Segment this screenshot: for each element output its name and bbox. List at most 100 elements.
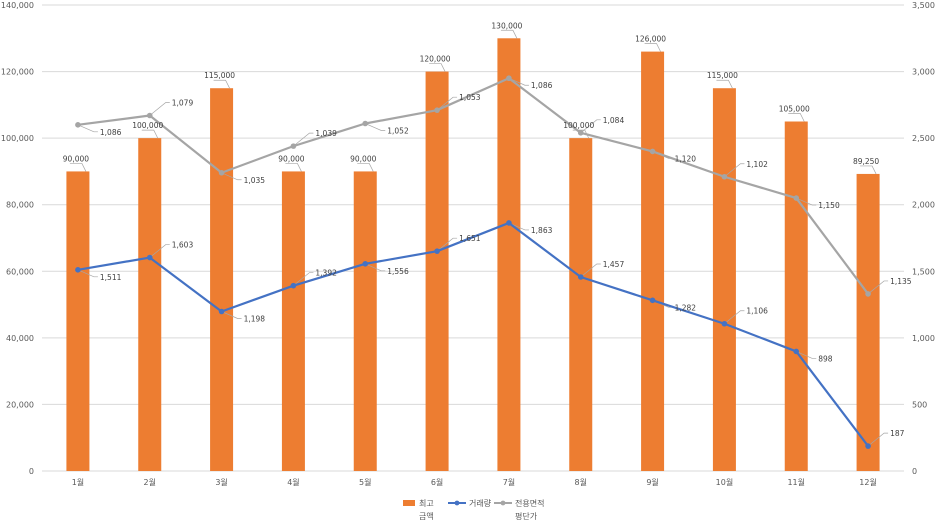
line-data-label: 1,084 <box>603 116 625 125</box>
bar <box>66 171 90 471</box>
line-data-label: 1,556 <box>387 267 409 276</box>
bar <box>784 121 808 471</box>
line-label-leader <box>508 222 529 231</box>
x-axis-tick-label: 8월 <box>575 477 587 487</box>
bar-data-label: 89,250 <box>853 157 879 166</box>
gridlines <box>42 4 904 472</box>
line-data-label: 1,039 <box>315 129 337 138</box>
bar-data-label: 126,000 <box>635 35 666 44</box>
line-point <box>75 267 81 273</box>
line-label-leader <box>796 351 817 359</box>
bar-label-leader <box>141 129 159 139</box>
bar <box>210 88 234 471</box>
line-data-label: 1,392 <box>315 269 337 278</box>
line-point <box>290 143 297 149</box>
line-point <box>865 443 871 449</box>
line-point <box>218 308 225 315</box>
bar <box>569 138 593 471</box>
line-point <box>793 348 800 355</box>
x-axis-tick-label: 1월 <box>72 477 84 487</box>
left-axis-tick-label: 60,000 <box>6 267 34 276</box>
line-data-label: 1,135 <box>890 277 912 286</box>
right-axis-tick-label: 0 <box>912 467 917 476</box>
line-point <box>577 130 584 136</box>
legend-marker <box>500 500 506 506</box>
x-axis-tick-label: 11월 <box>787 477 805 487</box>
line-label-leader <box>149 102 170 116</box>
legend-label-line2: 금액 <box>419 511 434 521</box>
line-data-label: 898 <box>818 354 833 363</box>
x-axis-tick-label: 5월 <box>359 477 371 487</box>
left-axis-tick-label: 100,000 <box>1 134 34 143</box>
line-point <box>362 261 369 267</box>
line-data-label: 1,863 <box>531 226 553 235</box>
legend-label: 전용면적 <box>515 498 544 508</box>
bar-label-leader <box>860 165 877 175</box>
bar-label-leader <box>429 63 446 72</box>
x-axis-tick-label: 3월 <box>215 477 227 487</box>
line-data-label: 1,052 <box>387 126 409 135</box>
bar-data-label: 115,000 <box>707 71 738 80</box>
line-data-label: 1,079 <box>172 99 194 108</box>
left-axis-tick-label: 120,000 <box>1 68 34 77</box>
bar <box>641 51 665 471</box>
line-point <box>865 291 871 297</box>
bar-data-label: 120,000 <box>420 55 451 64</box>
line-data-label: 1,457 <box>603 260 625 269</box>
line-label-leader <box>365 123 386 131</box>
line-data-label: 1,102 <box>746 160 768 169</box>
bar-data-label: 115,000 <box>204 71 235 80</box>
line-label-leader <box>796 197 817 206</box>
bar <box>281 171 305 471</box>
line-point <box>506 75 512 82</box>
legend-swatch <box>403 500 415 506</box>
legend-label: 최고 <box>419 498 434 508</box>
line-data-label: 1,282 <box>675 303 697 312</box>
right-axis-tick-label: 3,000 <box>912 68 935 77</box>
bar <box>856 173 880 472</box>
line-label-leader <box>293 272 314 286</box>
line-label-leader <box>365 263 386 272</box>
bar <box>712 88 736 471</box>
bar-label-leader <box>213 79 230 89</box>
line-point <box>721 320 728 327</box>
line-data-label: 1,603 <box>172 241 194 250</box>
right-axis-tick-label: 500 <box>912 400 927 409</box>
line-point <box>434 107 440 113</box>
bar-label-leader <box>716 79 733 89</box>
legend-marker <box>454 500 460 506</box>
line-series <box>75 75 871 449</box>
bar-data-label: 130,000 <box>491 21 522 30</box>
data-labels: 90,000 100,000 115,000 90,000 90,000 120,000 1… <box>63 21 912 438</box>
left-axis-tick-label: 140,000 <box>1 1 34 10</box>
bar-data-label: 105,000 <box>779 105 810 114</box>
legend-label-line2: 평단가 <box>515 511 538 521</box>
bar <box>497 38 521 472</box>
left-axis-tick-label: 80,000 <box>6 201 34 210</box>
line-point <box>218 169 225 176</box>
right-axis-tick-label: 2,000 <box>912 201 935 210</box>
line-label-leader <box>77 269 98 278</box>
line-point <box>146 112 153 119</box>
series-line <box>77 221 869 447</box>
line-label-leader <box>436 237 458 252</box>
line-data-label: 1,198 <box>244 314 266 323</box>
x-axis-tick-label: 9월 <box>646 477 658 487</box>
line-data-label: 1,086 <box>100 128 122 137</box>
line-point <box>362 120 369 127</box>
bar-data-label: 100,000 <box>132 121 163 130</box>
x-axis-tick-label: 12월 <box>859 477 877 487</box>
bar-label-leader <box>357 163 374 172</box>
line-label-leader <box>293 132 314 147</box>
x-axis-ticks: 1월 2월 3월 4월 5월 6월 7월 8월 9월 10월 11월 12월 <box>72 477 877 487</box>
right-axis-tick-label: 1,500 <box>912 267 935 276</box>
x-axis-tick-label: 4월 <box>287 477 299 487</box>
line-label-leader <box>580 263 601 278</box>
series-line <box>77 77 869 295</box>
line-point <box>434 248 440 254</box>
right-axis-tick-label: 1,000 <box>912 334 935 343</box>
x-axis-tick-label: 6월 <box>431 477 443 487</box>
line-data-label: 1,035 <box>244 176 266 185</box>
line-point <box>146 254 153 261</box>
